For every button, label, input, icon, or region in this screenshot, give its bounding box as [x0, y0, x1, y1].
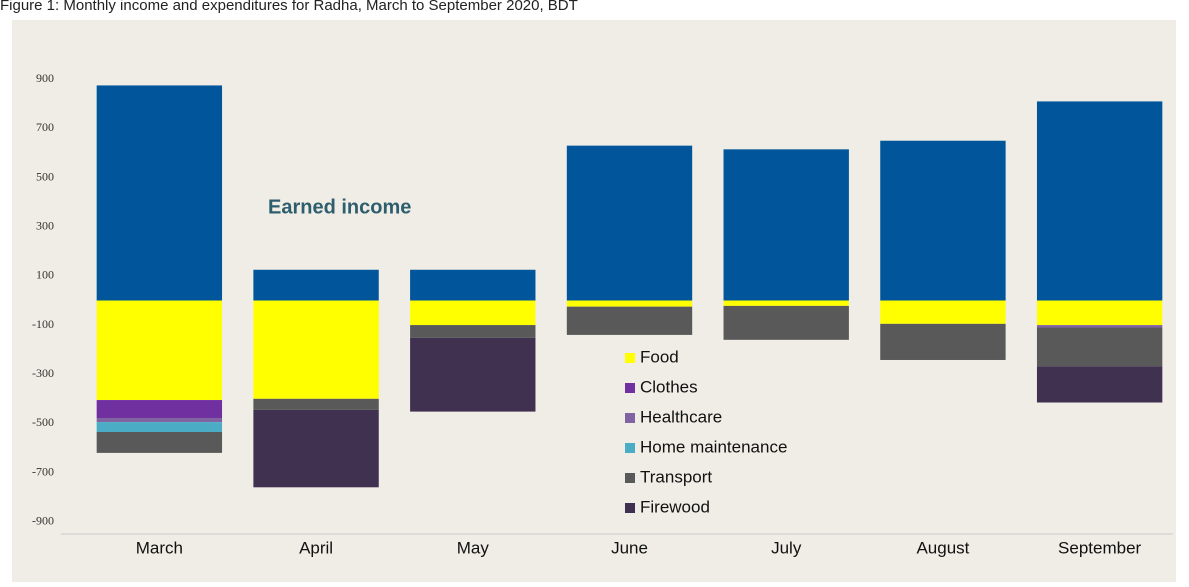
y-tick-label: 900 — [36, 71, 54, 85]
bar-segment — [1036, 327, 1163, 367]
bar-segment — [880, 140, 1006, 301]
x-tick-label: April — [299, 538, 333, 557]
bar-segment — [96, 417, 223, 423]
legend-label: Transport — [640, 467, 712, 486]
legend-swatch — [625, 353, 635, 363]
bar-segment — [1036, 101, 1163, 301]
legend-label: Clothes — [640, 377, 698, 396]
legend-swatch — [625, 473, 635, 483]
series-label: Earned income — [268, 196, 411, 218]
bar-segment — [410, 337, 536, 412]
chart-title: Figure 1: Monthly income and expenditure… — [0, 0, 578, 14]
bar-segment — [1036, 300, 1163, 326]
y-tick-label: 500 — [36, 169, 54, 183]
bar-segment — [253, 269, 379, 301]
y-tick-label: 100 — [36, 268, 54, 282]
y-tick-label: -100 — [32, 317, 54, 331]
y-tick-label: -700 — [32, 464, 54, 478]
bar-segment — [410, 300, 536, 326]
x-tick-label: March — [136, 538, 183, 557]
bar-segment — [253, 409, 379, 488]
bar-segment — [96, 422, 223, 432]
x-tick-label: May — [457, 538, 490, 557]
bar-segment — [96, 85, 223, 301]
legend-swatch — [625, 413, 635, 423]
bar-segment — [253, 398, 379, 410]
bar-segment — [1036, 325, 1163, 328]
legend-label: Healthcare — [640, 407, 722, 426]
bar-segment — [723, 300, 849, 306]
bar-segment — [96, 400, 223, 418]
bar-segment — [96, 300, 223, 401]
bar-segment — [880, 323, 1006, 360]
y-tick-label: 300 — [36, 219, 54, 233]
x-tick-label: June — [611, 538, 648, 557]
legend-label: Firewood — [640, 497, 710, 516]
bar-segment — [566, 306, 693, 335]
legend-swatch — [625, 503, 635, 513]
bar-segment — [566, 145, 693, 301]
y-tick-label: 700 — [36, 120, 54, 134]
bar-segment — [253, 300, 379, 399]
legend-label: Home maintenance — [640, 437, 787, 456]
legend-swatch — [625, 383, 635, 393]
bar-segment — [96, 431, 223, 453]
bar-segment — [880, 300, 1006, 324]
bar-segment — [723, 305, 849, 340]
bar-segment — [410, 269, 536, 301]
bar-segment — [410, 325, 536, 338]
x-tick-label: September — [1058, 538, 1141, 557]
x-tick-label: August — [916, 538, 969, 557]
bar-segment — [566, 300, 693, 307]
x-tick-label: July — [771, 538, 802, 557]
legend-label: Food — [640, 347, 679, 366]
y-tick-label: -900 — [32, 513, 54, 527]
bar-segment — [1036, 366, 1163, 403]
legend-swatch — [625, 443, 635, 453]
bar-segment — [723, 149, 849, 301]
y-tick-label: -300 — [32, 366, 54, 380]
y-tick-label: -500 — [32, 415, 54, 429]
